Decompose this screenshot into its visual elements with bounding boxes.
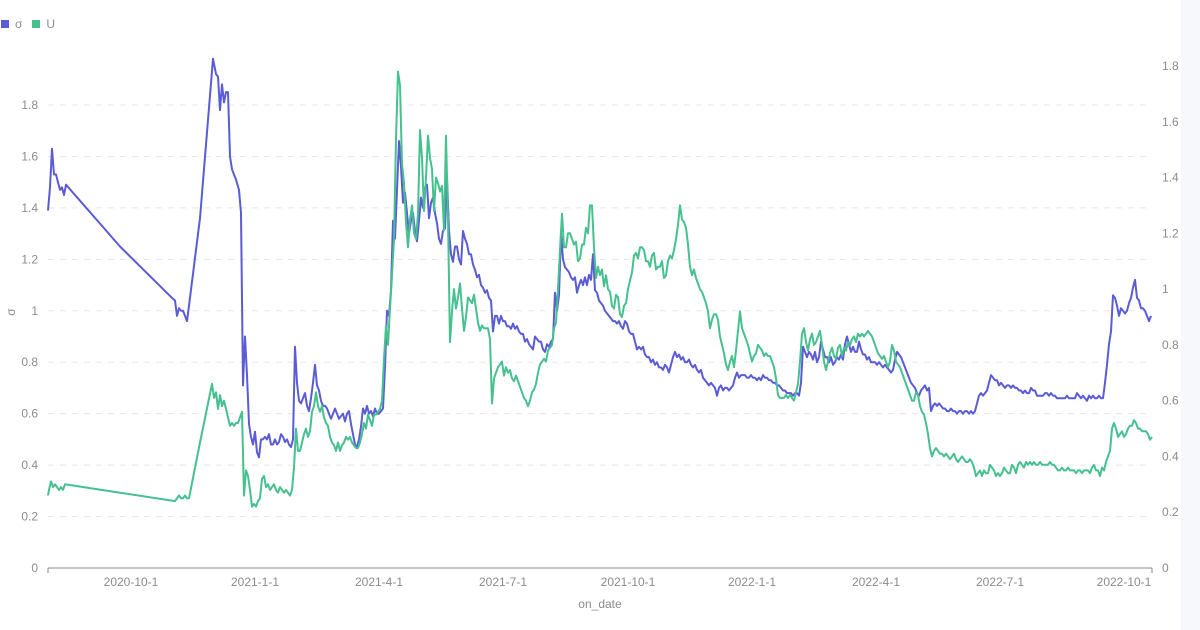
x-tick-label: 2021-1-1 [231,575,279,589]
x-tick-label: 2022-1-1 [728,575,776,589]
y-right-tick-label: 1.4 [1162,171,1179,185]
y-right-tick-label: 1.6 [1162,115,1179,129]
y-left-tick-label: 1 [31,304,38,318]
y-left-tick-label: 0.6 [21,407,38,421]
y-left-tick-label: 0.2 [21,510,38,524]
x-axis-title: on_date [578,597,622,611]
x-axis: 2020-10-1 2021-1-1 2021-4-1 2021-7-1 2021-10… [47,567,1153,589]
right-edge-strip [1181,0,1200,630]
x-tick-label: 2021-7-1 [479,575,527,589]
y-right-tick-label: 0.8 [1162,338,1179,352]
legend-item-sigma[interactable]: σ [1,17,22,31]
y-axis-left: 0 0.2 0.4 0.6 0.8 1 1.2 1.4 1.6 1.8 [21,98,38,575]
x-tick-label: 2020-10-1 [104,575,159,589]
y-left-tick-label: 0.8 [21,355,38,369]
x-tick-label: 2022-4-1 [852,575,900,589]
series-line-u [47,70,1153,508]
gridlines [48,104,1152,518]
x-tick-label: 2022-10-1 [1097,575,1152,589]
y-right-tick-label: 1.2 [1162,226,1179,240]
x-tick-label: 2022-7-1 [976,575,1024,589]
legend-swatch-sigma-icon [1,20,9,28]
legend-item-u[interactable]: U [32,17,55,31]
y-left-tick-label: 0 [31,561,38,575]
series-line-sigma [47,57,1152,459]
y-right-tick-label: 1 [1162,282,1169,296]
y-right-tick-label: 0 [1162,561,1169,575]
y-right-tick-label: 1.8 [1162,59,1179,73]
legend-label-sigma: σ [15,17,23,31]
y-axis-right: 0 0.2 0.4 0.6 0.8 1 1.2 1.4 1.6 1.8 [1162,59,1179,575]
series-lines [47,57,1153,508]
y-left-tick-label: 0.4 [21,458,38,472]
legend-swatch-u-icon [32,20,41,28]
legend-label-u: U [46,17,56,31]
y-right-tick-label: 0.2 [1162,505,1179,519]
y-left-tick-label: 1.8 [21,98,38,112]
y-left-tick-label: 1.6 [21,149,38,163]
y-left-tick-label: 1.4 [21,201,38,215]
x-tick-label: 2021-4-1 [355,575,403,589]
y-right-tick-label: 0.6 [1162,394,1179,408]
y-right-tick-label: 0.4 [1162,449,1179,463]
y-axis-left-title: σ [4,308,18,316]
y-left-tick-label: 1.2 [21,252,38,266]
x-tick-label: 2021-10-1 [601,575,656,589]
legend: σ U [1,17,65,31]
